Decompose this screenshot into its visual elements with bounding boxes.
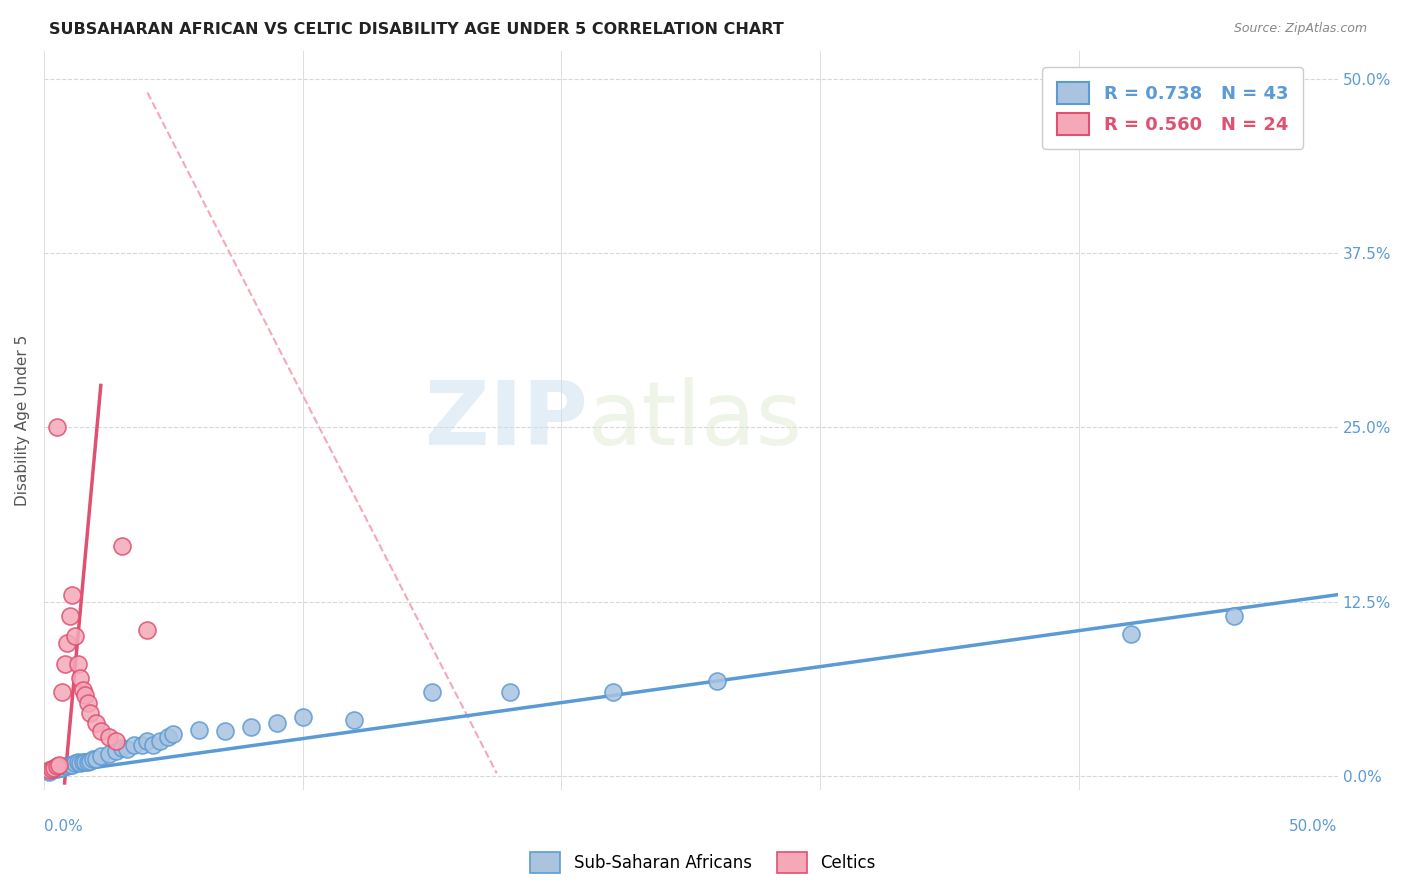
Point xyxy=(498,685,520,699)
Point xyxy=(53,759,76,773)
Point xyxy=(162,727,184,741)
Point xyxy=(45,762,67,776)
Point xyxy=(63,630,86,644)
Point xyxy=(706,674,728,689)
Point xyxy=(136,734,159,748)
Point xyxy=(110,539,132,553)
Point xyxy=(77,697,100,711)
Point xyxy=(75,755,97,769)
Point xyxy=(97,747,120,761)
Point xyxy=(131,739,153,753)
Point xyxy=(45,759,67,773)
Point xyxy=(602,685,624,699)
Point xyxy=(291,710,314,724)
Point xyxy=(97,730,120,744)
Point xyxy=(79,754,101,768)
Point xyxy=(90,724,112,739)
Point xyxy=(1119,626,1142,640)
Point xyxy=(69,671,91,685)
Text: 0.0%: 0.0% xyxy=(44,820,83,835)
Point xyxy=(75,688,97,702)
Point xyxy=(239,720,262,734)
Point xyxy=(59,608,82,623)
Point xyxy=(41,762,63,776)
Point xyxy=(188,723,211,737)
Point xyxy=(79,706,101,721)
Point xyxy=(38,764,60,779)
Point xyxy=(69,756,91,771)
Point xyxy=(72,682,94,697)
Point xyxy=(214,724,236,739)
Point xyxy=(420,685,443,699)
Point xyxy=(149,734,172,748)
Point xyxy=(51,685,73,699)
Text: SUBSAHARAN AFRICAN VS CELTIC DISABILITY AGE UNDER 5 CORRELATION CHART: SUBSAHARAN AFRICAN VS CELTIC DISABILITY … xyxy=(49,22,785,37)
Point xyxy=(84,716,107,731)
Y-axis label: Disability Age Under 5: Disability Age Under 5 xyxy=(15,334,30,506)
Point xyxy=(266,716,288,731)
Point xyxy=(157,730,180,744)
Text: atlas: atlas xyxy=(588,376,803,464)
Point xyxy=(56,636,79,650)
Point xyxy=(38,764,60,778)
Point xyxy=(59,757,82,772)
Point xyxy=(105,734,128,748)
Point xyxy=(142,739,165,753)
Point xyxy=(136,623,159,637)
Legend: R = 0.738   N = 43, R = 0.560   N = 24: R = 0.738 N = 43, R = 0.560 N = 24 xyxy=(1042,67,1303,149)
Point xyxy=(44,761,66,775)
Point xyxy=(60,757,83,772)
Point xyxy=(1223,608,1246,623)
Text: Source: ZipAtlas.com: Source: ZipAtlas.com xyxy=(1233,22,1367,36)
Point xyxy=(343,713,366,727)
Point xyxy=(84,752,107,766)
Point xyxy=(41,764,63,778)
Point xyxy=(48,761,70,775)
Point xyxy=(115,742,138,756)
Text: 50.0%: 50.0% xyxy=(1289,820,1337,835)
Point xyxy=(110,741,132,756)
Point xyxy=(45,420,67,434)
Point xyxy=(66,657,89,672)
Point xyxy=(90,749,112,764)
Point xyxy=(82,752,104,766)
Legend: Sub-Saharan Africans, Celtics: Sub-Saharan Africans, Celtics xyxy=(524,846,882,880)
Point xyxy=(72,755,94,769)
Point xyxy=(51,761,73,775)
Point xyxy=(48,757,70,772)
Point xyxy=(77,755,100,769)
Point xyxy=(60,588,83,602)
Point xyxy=(63,756,86,771)
Text: ZIP: ZIP xyxy=(425,376,588,464)
Point xyxy=(53,657,76,672)
Point xyxy=(44,762,66,776)
Point xyxy=(124,739,146,753)
Point xyxy=(66,755,89,769)
Point xyxy=(105,744,128,758)
Point xyxy=(56,759,79,773)
